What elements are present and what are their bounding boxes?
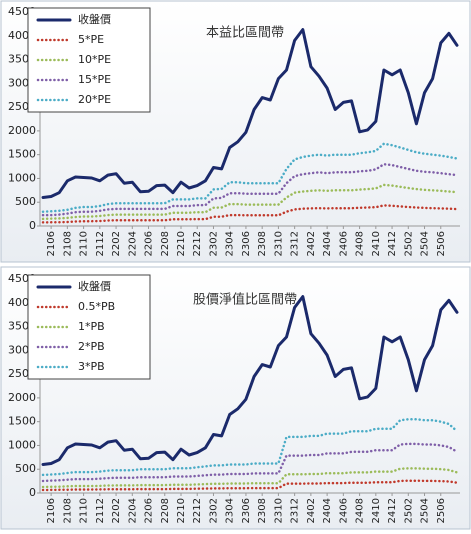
x-tick-label: 2204 <box>127 498 138 523</box>
x-tick-label: 2302 <box>208 231 219 256</box>
series-line <box>41 467 459 489</box>
x-tick-label: 2106 <box>46 498 57 523</box>
x-tick-label: 2412 <box>387 498 398 523</box>
x-tick-label: 2310 <box>273 231 284 256</box>
x-tick-label: 2412 <box>387 231 398 256</box>
x-tick-label: 2212 <box>192 231 203 256</box>
x-tick-label: 2206 <box>144 231 155 256</box>
y-tick-label: 1000 <box>8 171 36 184</box>
x-tick-label: 2108 <box>62 231 73 256</box>
y-tick-label: 1000 <box>8 438 36 451</box>
y-tick-label: 2000 <box>8 391 36 404</box>
x-tick-label: 2212 <box>192 498 203 523</box>
x-tick-label: 2312 <box>290 498 301 523</box>
y-tick-label: 2000 <box>8 124 36 137</box>
x-tick-label: 2312 <box>290 231 301 256</box>
x-tick-label: 2308 <box>257 498 268 523</box>
x-tick-label: 2310 <box>273 498 284 523</box>
legend-box <box>27 274 151 380</box>
x-tick-label: 2210 <box>176 231 187 256</box>
series-line <box>41 418 459 477</box>
x-tick-label: 2408 <box>355 231 366 256</box>
x-tick-label: 2110 <box>79 231 90 256</box>
series-line <box>41 442 459 483</box>
x-tick-label: 2308 <box>257 231 268 256</box>
y-tick-label: 0 <box>29 219 36 232</box>
legend-label: 收盤價 <box>78 279 111 293</box>
series-line <box>41 479 459 492</box>
series-line <box>41 183 459 221</box>
legend-label: 2*PB <box>78 340 105 353</box>
x-tick-label: 2110 <box>79 498 90 523</box>
x-tick-label: 2506 <box>436 498 447 523</box>
x-tick-label: 2208 <box>160 498 171 523</box>
x-tick-label: 2202 <box>111 231 122 256</box>
x-tick-label: 2206 <box>144 498 155 523</box>
x-tick-label: 2112 <box>95 498 106 523</box>
x-tick-label: 2406 <box>338 498 349 523</box>
legend-label: 10*PE <box>78 53 111 66</box>
x-tick-label: 2402 <box>306 231 317 256</box>
legend-box <box>27 7 151 113</box>
series-line <box>41 142 459 213</box>
x-tick-label: 2404 <box>322 498 333 523</box>
x-tick-label: 2404 <box>322 231 333 256</box>
x-tick-label: 2306 <box>241 498 252 523</box>
x-tick-label: 2112 <box>95 231 106 256</box>
x-tick-label: 2202 <box>111 498 122 523</box>
x-tick-label: 2504 <box>420 231 431 256</box>
series-line <box>41 162 459 217</box>
series-line <box>41 204 459 224</box>
x-tick-label: 2106 <box>46 231 57 256</box>
x-tick-label: 2410 <box>371 498 382 523</box>
y-tick-label: 500 <box>15 195 36 208</box>
x-tick-label: 2304 <box>225 231 236 256</box>
x-tick-label: 2306 <box>241 231 252 256</box>
x-tick-label: 2208 <box>160 231 171 256</box>
legend-label: 20*PE <box>78 93 111 106</box>
legend-label: 0.5*PB <box>78 300 115 313</box>
x-tick-label: 2502 <box>403 231 414 256</box>
y-tick-label: 500 <box>15 462 36 475</box>
x-tick-label: 2410 <box>371 231 382 256</box>
x-tick-label: 2304 <box>225 498 236 523</box>
x-tick-label: 2504 <box>420 498 431 523</box>
legend-label: 5*PE <box>78 33 104 46</box>
y-tick-label: 0 <box>29 486 36 499</box>
x-tick-label: 2408 <box>355 498 366 523</box>
legend-label: 15*PE <box>78 73 111 86</box>
x-tick-label: 2302 <box>208 498 219 523</box>
legend-label: 1*PB <box>78 320 105 333</box>
series-line <box>41 295 459 466</box>
x-tick-label: 2204 <box>127 231 138 256</box>
legend-label: 3*PB <box>78 360 105 373</box>
chart-title: 股價淨值比區間帶 <box>193 292 297 308</box>
y-tick-label: 1500 <box>8 148 36 161</box>
x-tick-label: 2406 <box>338 231 349 256</box>
x-tick-label: 2402 <box>306 498 317 523</box>
x-tick-label: 2502 <box>403 498 414 523</box>
x-tick-label: 2210 <box>176 498 187 523</box>
chart-title: 本益比區間帶 <box>206 26 284 41</box>
y-tick-label: 1500 <box>8 415 36 428</box>
x-tick-label: 2108 <box>62 498 73 523</box>
legend-label: 收盤價 <box>78 12 111 26</box>
x-tick-label: 2506 <box>436 231 447 256</box>
series-line <box>41 28 459 199</box>
